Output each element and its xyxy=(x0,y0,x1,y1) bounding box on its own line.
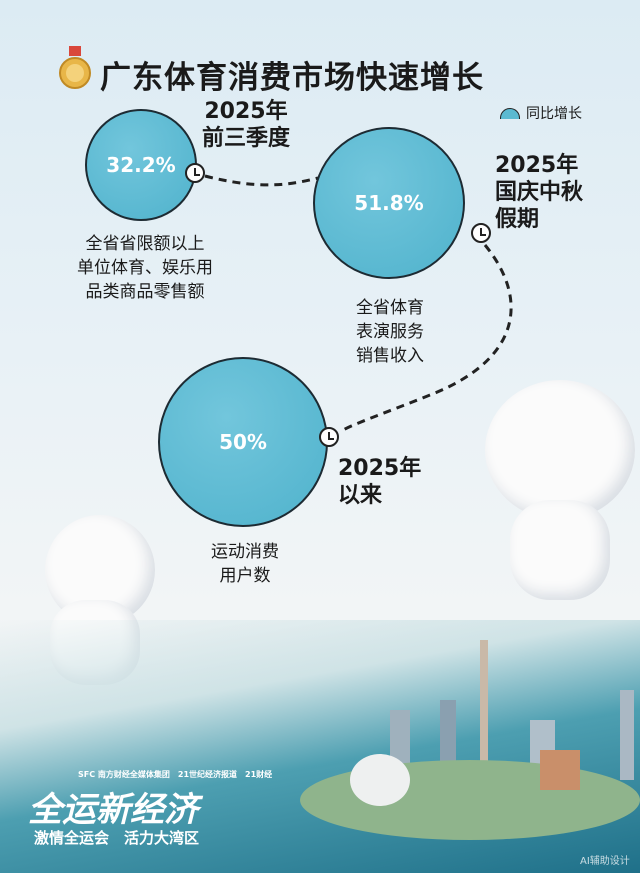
bubble-3: 50% xyxy=(158,357,328,527)
period-1: 2025年 前三季度 xyxy=(201,99,290,151)
label-2: 全省体育 表演服务 销售收入 xyxy=(356,298,424,366)
clock-icon xyxy=(185,163,205,183)
mascot-body xyxy=(510,500,610,600)
bubble-1: 32.2% xyxy=(85,109,197,221)
legend: 同比增长 xyxy=(500,103,582,123)
clock-icon xyxy=(471,223,491,243)
bubble-value: 51.8% xyxy=(354,191,424,215)
mascot-fencer xyxy=(485,380,635,520)
watermark: AI辅助设计 xyxy=(580,856,630,867)
legend-label: 同比增长 xyxy=(526,106,582,122)
label-3: 运动消费 用户数 xyxy=(211,542,279,586)
period-2: 2025年 国庆中秋 假期 xyxy=(495,153,584,232)
slogan: 激情全运会 活力大湾区 xyxy=(34,829,200,847)
city-skyline-illustration xyxy=(300,640,640,840)
bubble-2: 51.8% xyxy=(313,127,465,279)
bubble-value: 50% xyxy=(219,430,267,454)
label-1: 全省省限额以上 单位体育、娱乐用 品类商品零售额 xyxy=(77,234,213,302)
clock-icon xyxy=(319,427,339,447)
brand-title: 全运新经济 xyxy=(28,790,198,830)
bubble-value: 32.2% xyxy=(106,153,176,177)
publisher-logos: SFC 南方财经全媒体集团 21世纪经济报道 21财经 xyxy=(78,770,273,779)
timeline-path xyxy=(204,174,513,434)
period-3: 2025年 以来 xyxy=(338,456,422,508)
page-title: 广东体育消费市场快速增长 xyxy=(100,60,484,96)
medal-icon xyxy=(59,46,91,89)
